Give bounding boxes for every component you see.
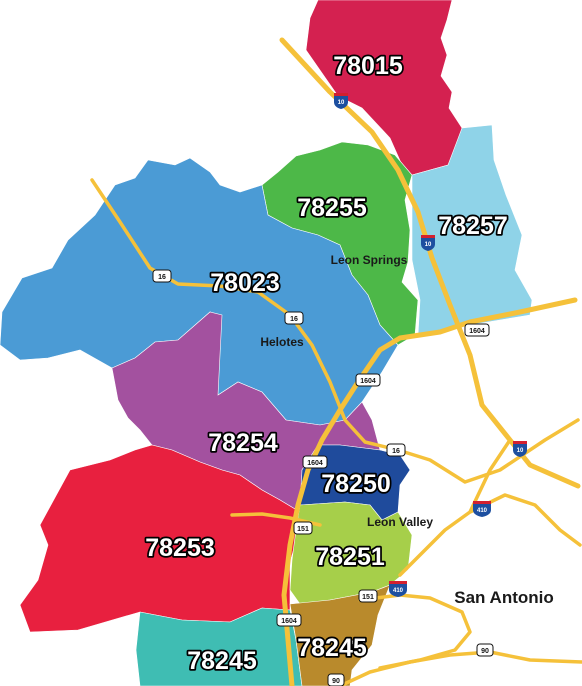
- zip-label: 78255: [297, 194, 367, 222]
- svg-text:410: 410: [477, 508, 488, 514]
- svg-text:151: 151: [350, 644, 362, 651]
- interstate-shield-icon: 410: [389, 581, 407, 597]
- zip-label: 78245: [297, 634, 367, 662]
- zip-label: 78257: [438, 212, 508, 240]
- route-shield-icon: 16: [386, 443, 406, 457]
- svg-text:10: 10: [425, 242, 432, 248]
- zip-label: 78023: [210, 269, 280, 297]
- svg-text:1604: 1604: [469, 328, 485, 335]
- route-shield-icon: 1604: [276, 613, 302, 627]
- zip-label: 78254: [208, 429, 278, 457]
- svg-text:16: 16: [290, 316, 298, 323]
- svg-text:410: 410: [393, 588, 404, 594]
- svg-text:10: 10: [338, 100, 345, 106]
- zip-area-78245-east[interactable]: [289, 584, 391, 686]
- route-shield-icon: 151: [293, 521, 313, 535]
- place-labels: Leon Springs Helotes Leon Valley San Ant…: [260, 253, 553, 607]
- svg-text:1604: 1604: [307, 460, 323, 467]
- interstate-shield-icon: 10: [421, 235, 435, 251]
- svg-text:1604: 1604: [360, 378, 376, 385]
- zip-labels: 78015 78255 78257 78023 78254 78250 7825…: [143, 50, 509, 677]
- interstate-shield-icon: 10: [334, 93, 348, 109]
- route-shield-icon: 90: [327, 673, 345, 686]
- svg-text:151: 151: [362, 594, 374, 601]
- svg-text:90: 90: [332, 678, 340, 685]
- route-shield-icon: 151: [358, 589, 378, 603]
- svg-text:16: 16: [392, 448, 400, 455]
- route-shield-icon: 151: [346, 639, 366, 653]
- route-shield-icon: 16: [284, 311, 304, 325]
- route-90: [338, 650, 582, 686]
- zip-label: 78251: [315, 543, 385, 571]
- route-shield-icon: 90: [476, 643, 494, 657]
- svg-text:10: 10: [517, 448, 524, 454]
- svg-text:1604: 1604: [281, 618, 297, 625]
- svg-text:16: 16: [158, 274, 166, 281]
- route-shield-icon: 1604: [355, 373, 381, 387]
- place-label-leon-valley: Leon Valley: [367, 515, 433, 529]
- place-label-helotes: Helotes: [260, 335, 304, 349]
- zip-label: 78015: [333, 52, 403, 80]
- svg-text:90: 90: [481, 648, 489, 655]
- zip-label: 78253: [145, 534, 215, 562]
- interstate-shield-icon: 410: [473, 501, 491, 517]
- highway-shields: 10 10 10 410 410 16 16: [152, 93, 527, 686]
- route-shield-icon: 1604: [302, 455, 328, 469]
- route-shield-icon: 1604: [464, 323, 490, 337]
- svg-text:151: 151: [297, 526, 309, 533]
- route-shield-icon: 16: [152, 269, 172, 283]
- zip-label: 78250: [321, 470, 391, 498]
- zip-label: 78245: [187, 647, 257, 675]
- interstate-shield-icon: 10: [513, 441, 527, 457]
- place-label-san-antonio: San Antonio: [454, 588, 553, 607]
- place-label-leon-springs: Leon Springs: [331, 253, 408, 267]
